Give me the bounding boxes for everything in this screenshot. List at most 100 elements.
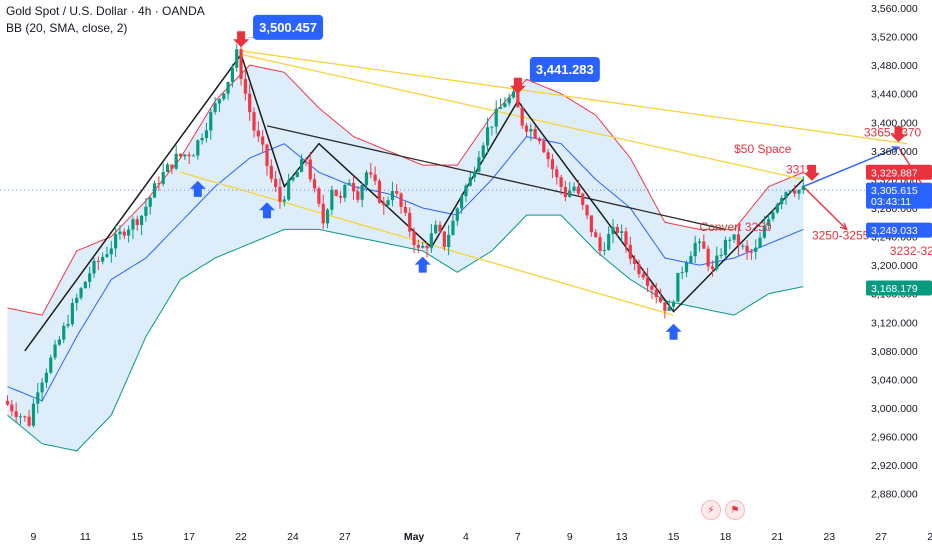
candle-body bbox=[589, 215, 593, 233]
candle-body bbox=[287, 180, 291, 200]
time-tick-label: 13 bbox=[616, 531, 628, 543]
time-tick-label: 9 bbox=[31, 531, 37, 543]
candle-body bbox=[663, 302, 667, 311]
candle-body bbox=[291, 177, 295, 181]
candle-body bbox=[723, 239, 728, 256]
time-tick-label: 27 bbox=[875, 531, 887, 543]
candle-body bbox=[594, 232, 598, 238]
candle-body bbox=[658, 297, 663, 303]
candle-body bbox=[200, 138, 204, 141]
candle-body bbox=[338, 195, 343, 198]
candle-body bbox=[602, 249, 606, 251]
candle-body bbox=[797, 190, 801, 194]
candle-body bbox=[187, 154, 191, 157]
candle-body bbox=[265, 144, 269, 166]
candle-body bbox=[447, 234, 451, 248]
candle-body bbox=[628, 244, 632, 259]
candle-body bbox=[576, 186, 580, 194]
candle-body bbox=[442, 231, 446, 248]
candle-body bbox=[788, 190, 792, 193]
up-arrow-icon bbox=[259, 202, 275, 219]
candle-body bbox=[226, 81, 230, 94]
candle-body bbox=[105, 254, 109, 257]
time-tick-label: 4 bbox=[463, 531, 469, 543]
candle-body bbox=[775, 204, 779, 213]
candle-body bbox=[157, 183, 161, 185]
time-tick-label: 15 bbox=[131, 531, 143, 543]
candle-body bbox=[758, 237, 762, 248]
candle-body bbox=[131, 219, 135, 230]
candle-body bbox=[438, 224, 442, 232]
annotation-text: 3365-3370 bbox=[864, 126, 922, 140]
candle-body bbox=[754, 247, 758, 252]
annotation-text: Convert 3250 bbox=[700, 220, 772, 234]
candle-body bbox=[615, 227, 619, 233]
candle-body bbox=[801, 185, 805, 191]
candle-body bbox=[537, 138, 542, 142]
candle-body bbox=[611, 227, 615, 234]
candle-body bbox=[620, 231, 624, 233]
annotation-text: 3250-3255 bbox=[812, 228, 870, 242]
candle-body bbox=[40, 382, 44, 393]
candle-body bbox=[767, 219, 771, 226]
time-axis[interactable]: 9 11 15 17 22 24 27 May 4 7 9 13 15 18 21 23 27 29 bbox=[31, 531, 932, 543]
candle-body bbox=[736, 234, 741, 247]
candle-body bbox=[213, 103, 217, 113]
candle-body bbox=[144, 206, 148, 216]
candle-body bbox=[771, 212, 775, 220]
candle-body bbox=[14, 411, 18, 417]
bar-countdown: 03:43:11 bbox=[871, 196, 911, 208]
callout-label: 3,441.283 bbox=[536, 62, 594, 77]
candle-body bbox=[300, 159, 304, 172]
candle-body bbox=[274, 178, 278, 187]
up-arrow-icon bbox=[414, 256, 431, 273]
time-tick-label: 17 bbox=[183, 531, 195, 543]
candle-body bbox=[702, 241, 706, 249]
candle-body bbox=[70, 303, 74, 325]
price-tick-label: 3,520.000 bbox=[871, 32, 918, 44]
candle-body bbox=[555, 169, 559, 178]
candle-body bbox=[477, 157, 481, 172]
candle-body bbox=[676, 273, 680, 302]
candle-body bbox=[183, 154, 187, 157]
candle-body bbox=[230, 67, 234, 82]
candle-body bbox=[66, 324, 70, 326]
candle-body bbox=[18, 416, 23, 418]
candle-body bbox=[697, 241, 702, 243]
candle-body bbox=[382, 202, 386, 206]
candle-body bbox=[79, 288, 83, 298]
candle-body bbox=[278, 186, 282, 202]
price-axis[interactable]: 3,560.000 3,520.000 3,480.000 3,440.000 3,40… bbox=[866, 3, 932, 501]
candle-body bbox=[693, 242, 697, 257]
candle-body bbox=[5, 400, 10, 405]
candle-body bbox=[793, 190, 797, 194]
candle-body bbox=[468, 177, 472, 186]
candle-body bbox=[654, 289, 658, 298]
candle-body bbox=[689, 256, 693, 263]
candle-body bbox=[715, 255, 719, 269]
candle-body bbox=[96, 261, 100, 263]
candle-body bbox=[127, 229, 131, 236]
indicator-legend[interactable]: BB (20, SMA, close, 2) bbox=[6, 21, 128, 35]
flag-icon[interactable]: ⚑ bbox=[725, 500, 745, 520]
candle-body bbox=[529, 129, 533, 132]
candle-body bbox=[10, 404, 14, 412]
annotation-text: 3315 bbox=[786, 163, 813, 177]
time-tick-label: 7 bbox=[515, 531, 521, 543]
trend-line-3 bbox=[266, 125, 726, 231]
candle-body bbox=[386, 200, 390, 206]
bollinger-upper bbox=[7, 64, 804, 316]
time-tick-label: 18 bbox=[720, 531, 732, 543]
candle-body bbox=[261, 136, 265, 145]
chart-title: Gold Spot / U.S. Dollar · 4h · OANDA bbox=[6, 4, 205, 18]
flash-icon[interactable]: ⚡ bbox=[701, 500, 721, 520]
candle-body bbox=[680, 272, 684, 274]
candle-body bbox=[490, 126, 494, 128]
time-tick-label: May bbox=[404, 531, 425, 543]
candle-body bbox=[641, 273, 645, 278]
candle-body bbox=[101, 256, 105, 262]
trend-line-0 bbox=[240, 50, 908, 145]
candle-body bbox=[165, 164, 170, 173]
price-tag-value: 3,305.615 bbox=[871, 185, 918, 197]
